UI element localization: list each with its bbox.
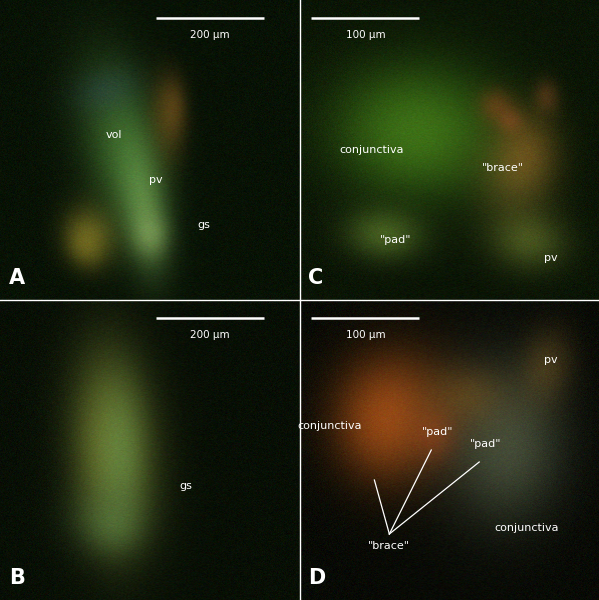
Text: "pad": "pad" (422, 427, 453, 437)
Text: D: D (308, 568, 326, 588)
Text: A: A (9, 268, 25, 288)
Text: conjunctiva: conjunctiva (339, 145, 404, 155)
Text: vol: vol (105, 130, 122, 140)
Text: pv: pv (544, 355, 558, 365)
Text: 200 μm: 200 μm (190, 30, 229, 40)
Text: "pad": "pad" (470, 439, 501, 449)
Text: 200 μm: 200 μm (190, 330, 229, 340)
Text: "pad": "pad" (380, 235, 411, 245)
Text: "brace": "brace" (482, 163, 524, 173)
Text: 100 μm: 100 μm (346, 30, 385, 40)
Text: conjunctiva: conjunctiva (297, 421, 362, 431)
Text: gs: gs (179, 481, 192, 491)
Text: "brace": "brace" (368, 541, 410, 551)
Text: gs: gs (197, 220, 210, 230)
Text: conjunctiva: conjunctiva (495, 523, 559, 533)
Text: 100 μm: 100 μm (346, 330, 385, 340)
Text: pv: pv (149, 175, 162, 185)
Text: pv: pv (544, 253, 558, 263)
Text: C: C (308, 268, 323, 288)
Text: B: B (9, 568, 25, 588)
